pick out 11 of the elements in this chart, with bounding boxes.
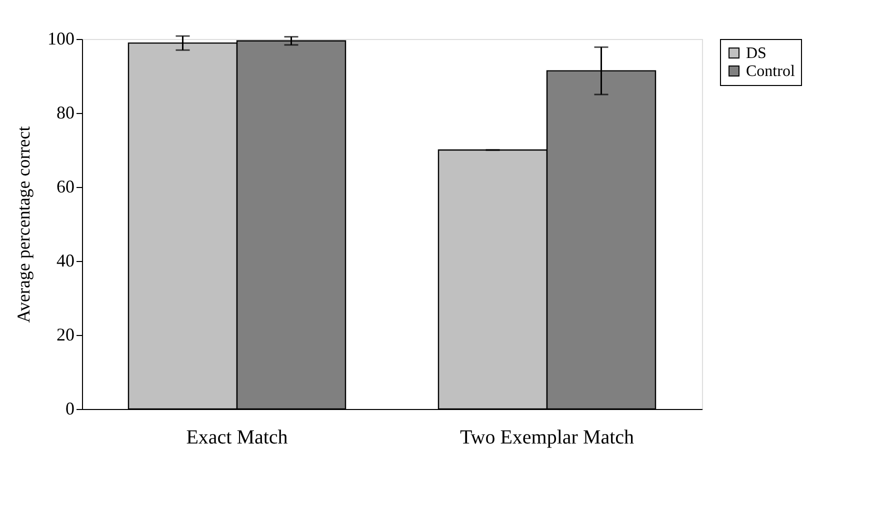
y-tick-label: 80 [56,102,74,122]
legend-label: Control [746,63,796,80]
x-tick-label: Two Exemplar Match [460,426,634,448]
legend-label: DS [746,45,766,62]
y-tick-label: 60 [56,176,74,196]
y-tick-label: 20 [56,324,74,344]
y-axis-title: Average percentage correct [14,126,34,323]
y-tick-label: 100 [48,28,74,48]
x-tick-label: Exact Match [186,426,288,448]
y-tick-label: 0 [66,398,74,418]
y-tick-label: 40 [56,250,74,270]
